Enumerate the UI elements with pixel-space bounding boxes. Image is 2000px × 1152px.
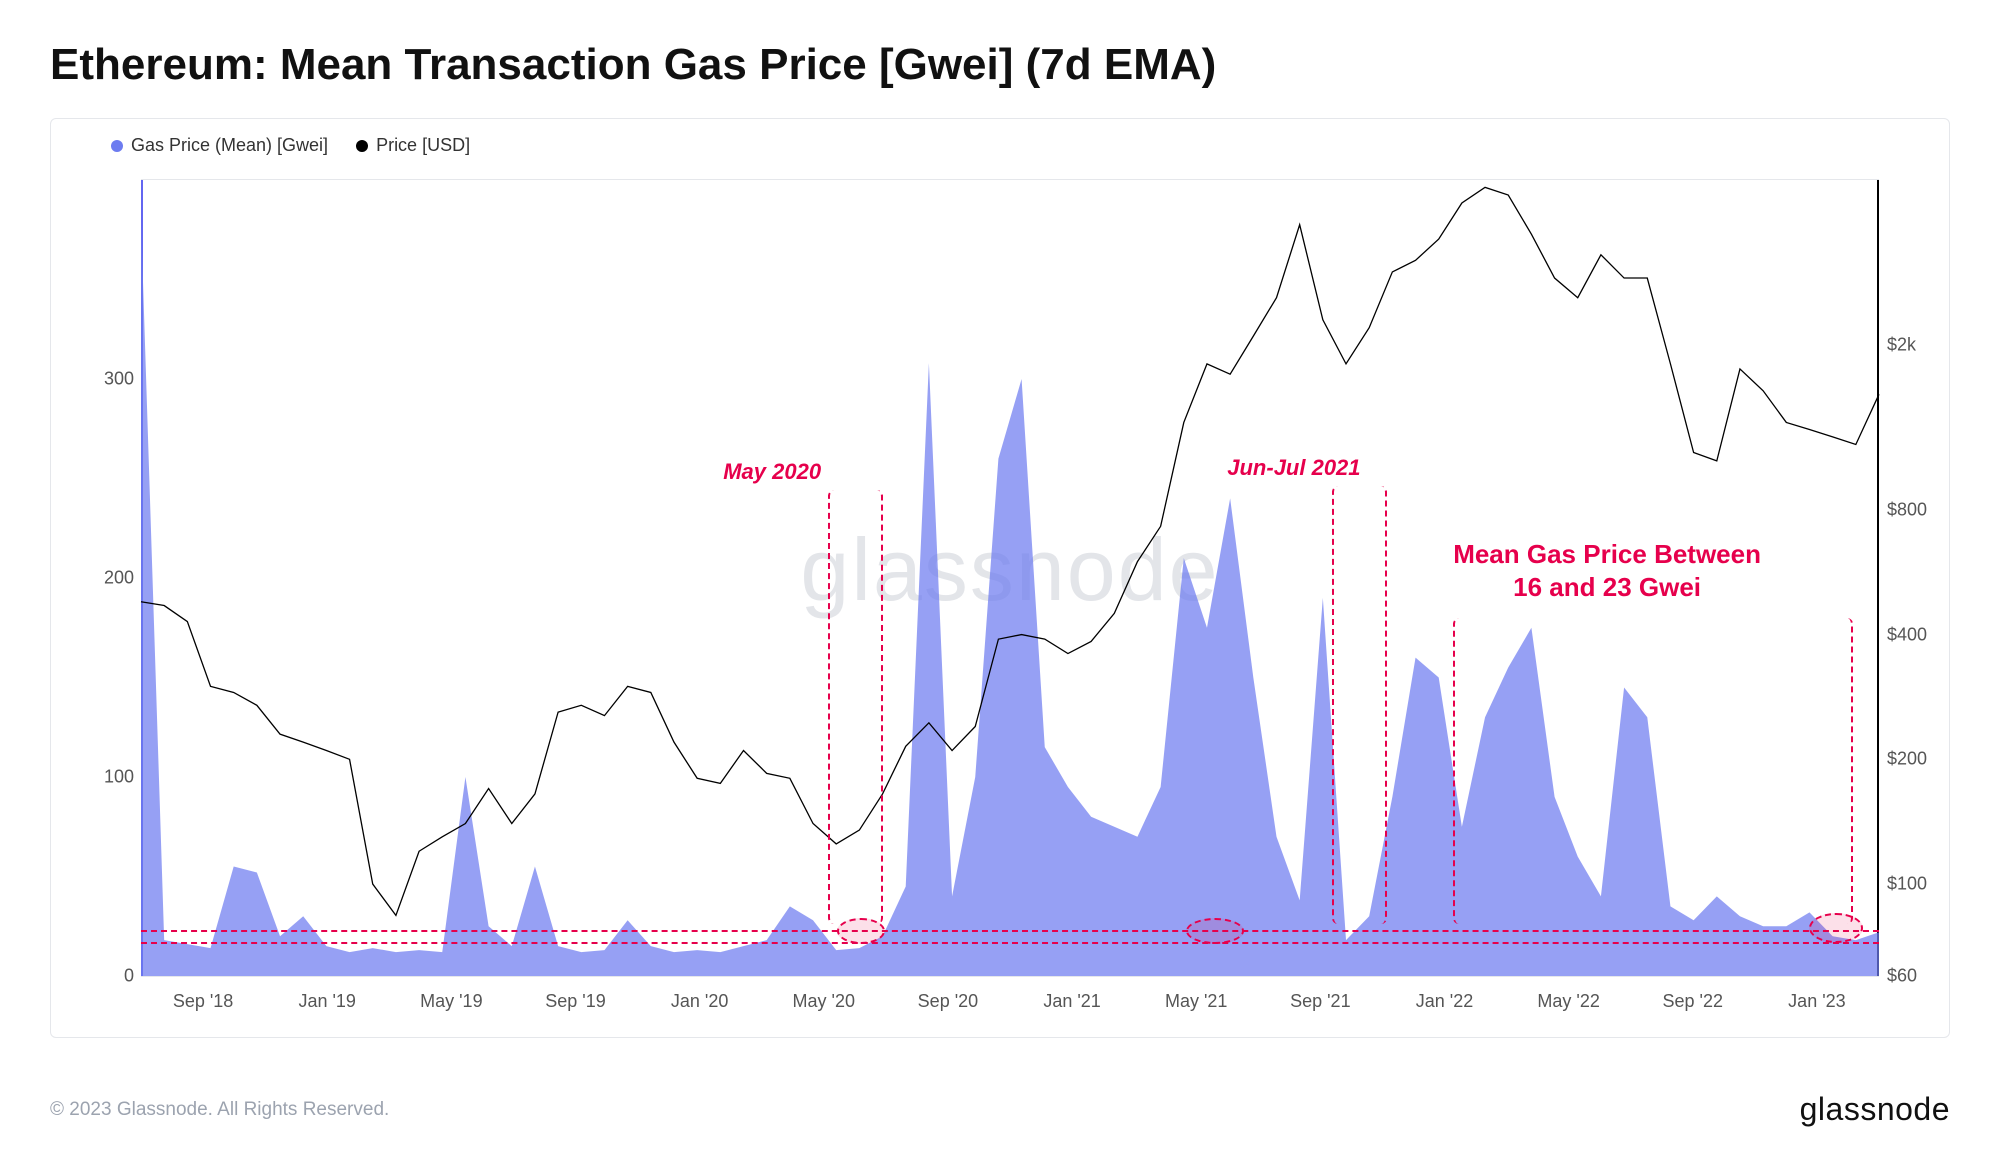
- x-tick: Jan '21: [1043, 991, 1100, 1012]
- legend: Gas Price (Mean) [Gwei] Price [USD]: [111, 135, 470, 156]
- y-right-tick: $200: [1887, 749, 1937, 770]
- x-tick: Sep '20: [918, 991, 979, 1012]
- legend-item-gas: Gas Price (Mean) [Gwei]: [111, 135, 328, 156]
- annotation-mean-gas: Mean Gas Price Between 16 and 23 Gwei: [1453, 538, 1761, 603]
- legend-dot-gas: [111, 140, 123, 152]
- annotation-junjul2021-box: [1332, 486, 1388, 924]
- y-right-tick: $100: [1887, 874, 1937, 895]
- legend-label-gas: Gas Price (Mean) [Gwei]: [131, 135, 328, 156]
- highlight-ellipse: [837, 918, 885, 944]
- annotation-may2020-box: [828, 490, 884, 924]
- legend-item-price: Price [USD]: [356, 135, 470, 156]
- y-right-tick: $60: [1887, 966, 1937, 987]
- x-tick: May '21: [1165, 991, 1227, 1012]
- chart-container: Gas Price (Mean) [Gwei] Price [USD] glas…: [50, 118, 1950, 1038]
- y-right-tick: $2k: [1887, 334, 1937, 355]
- x-tick: Sep '19: [545, 991, 606, 1012]
- plot-area: glassnode May 2020 Jun-Jul 2021 Mean Gas…: [141, 179, 1879, 977]
- brand-logo: glassnode: [1800, 1091, 1950, 1128]
- x-tick: Sep '18: [173, 991, 234, 1012]
- x-tick: Jan '19: [298, 991, 355, 1012]
- y-right-tick: $400: [1887, 624, 1937, 645]
- x-tick: May '19: [420, 991, 482, 1012]
- annotation-mean-gas-l2: 16 and 23 Gwei: [1513, 572, 1701, 602]
- y-left-tick: 200: [86, 568, 134, 589]
- y-left-tick: 0: [86, 966, 134, 987]
- y-right-tick: $800: [1887, 499, 1937, 520]
- copyright: © 2023 Glassnode. All Rights Reserved.: [50, 1099, 389, 1121]
- x-tick: May '22: [1537, 991, 1599, 1012]
- annotation-mean-gas-l1: Mean Gas Price Between: [1453, 539, 1761, 569]
- annotation-junjul2021: Jun-Jul 2021: [1227, 455, 1360, 481]
- y-left-tick: 300: [86, 369, 134, 390]
- annotation-may2020: May 2020: [723, 459, 821, 485]
- x-tick: Sep '21: [1290, 991, 1351, 1012]
- page-title: Ethereum: Mean Transaction Gas Price [Gw…: [50, 40, 1950, 90]
- x-tick: Sep '22: [1663, 991, 1724, 1012]
- annotation-mean-gas-box: [1453, 618, 1853, 924]
- legend-label-price: Price [USD]: [376, 135, 470, 156]
- y-left-tick: 100: [86, 767, 134, 788]
- highlight-ellipse: [1809, 913, 1863, 943]
- gas-band: [141, 930, 1879, 944]
- x-tick: Jan '20: [671, 991, 728, 1012]
- legend-dot-price: [356, 140, 368, 152]
- highlight-ellipse: [1186, 918, 1244, 944]
- x-tick: Jan '22: [1416, 991, 1473, 1012]
- footer: © 2023 Glassnode. All Rights Reserved. g…: [50, 1091, 1950, 1128]
- x-tick: Jan '23: [1788, 991, 1845, 1012]
- x-tick: May '20: [793, 991, 855, 1012]
